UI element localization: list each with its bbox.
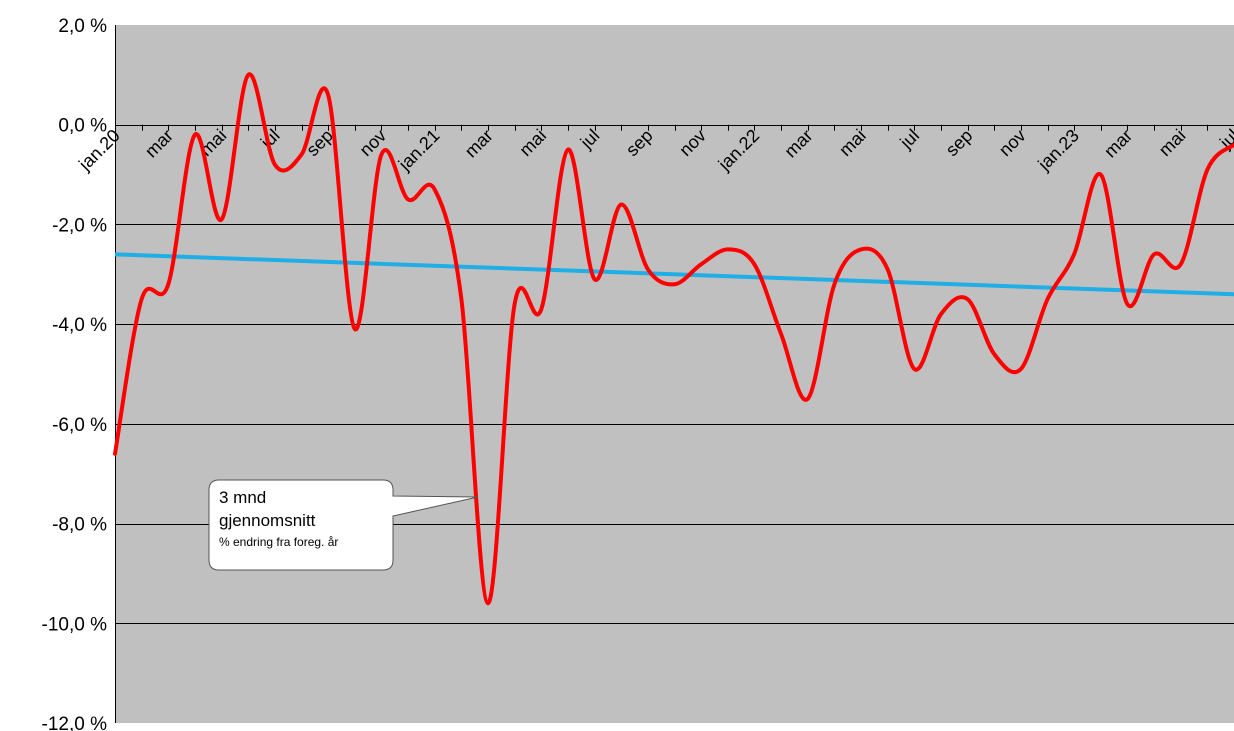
annotation-line1: 3 mnd (219, 488, 267, 507)
annotation-callout: 3 mnd gjennomsnitt % endring fra foreg. … (209, 480, 393, 570)
y-tick-label: -8,0 % (52, 515, 107, 536)
y-tick-label: -12,0 % (42, 714, 108, 731)
callout-shape (208, 479, 479, 571)
series-group (113, 72, 1234, 606)
series-line (113, 72, 1234, 606)
y-tick-label: 2,0 % (58, 16, 107, 37)
callout-bubble (208, 479, 479, 571)
annotation-line3: % endring fra foreg. år (219, 535, 339, 549)
y-tick-label: -10,0 % (42, 614, 108, 635)
y-tick-label: -6,0 % (52, 415, 107, 436)
y-tick-label: -2,0 % (52, 215, 107, 236)
y-tick-label: 0,0 % (58, 116, 107, 137)
y-axis: 2,0 % 0,0 % -2,0 % -4,0 % -6,0 % -8,0 % -10,0 … (42, 16, 108, 731)
trend-line (114, 252, 1234, 297)
plot-area (115, 25, 1234, 723)
annotation-line2: gjennomsnitt (219, 511, 316, 530)
y-tick-label: -4,0 % (52, 315, 107, 336)
gridlines (115, 25, 1234, 723)
